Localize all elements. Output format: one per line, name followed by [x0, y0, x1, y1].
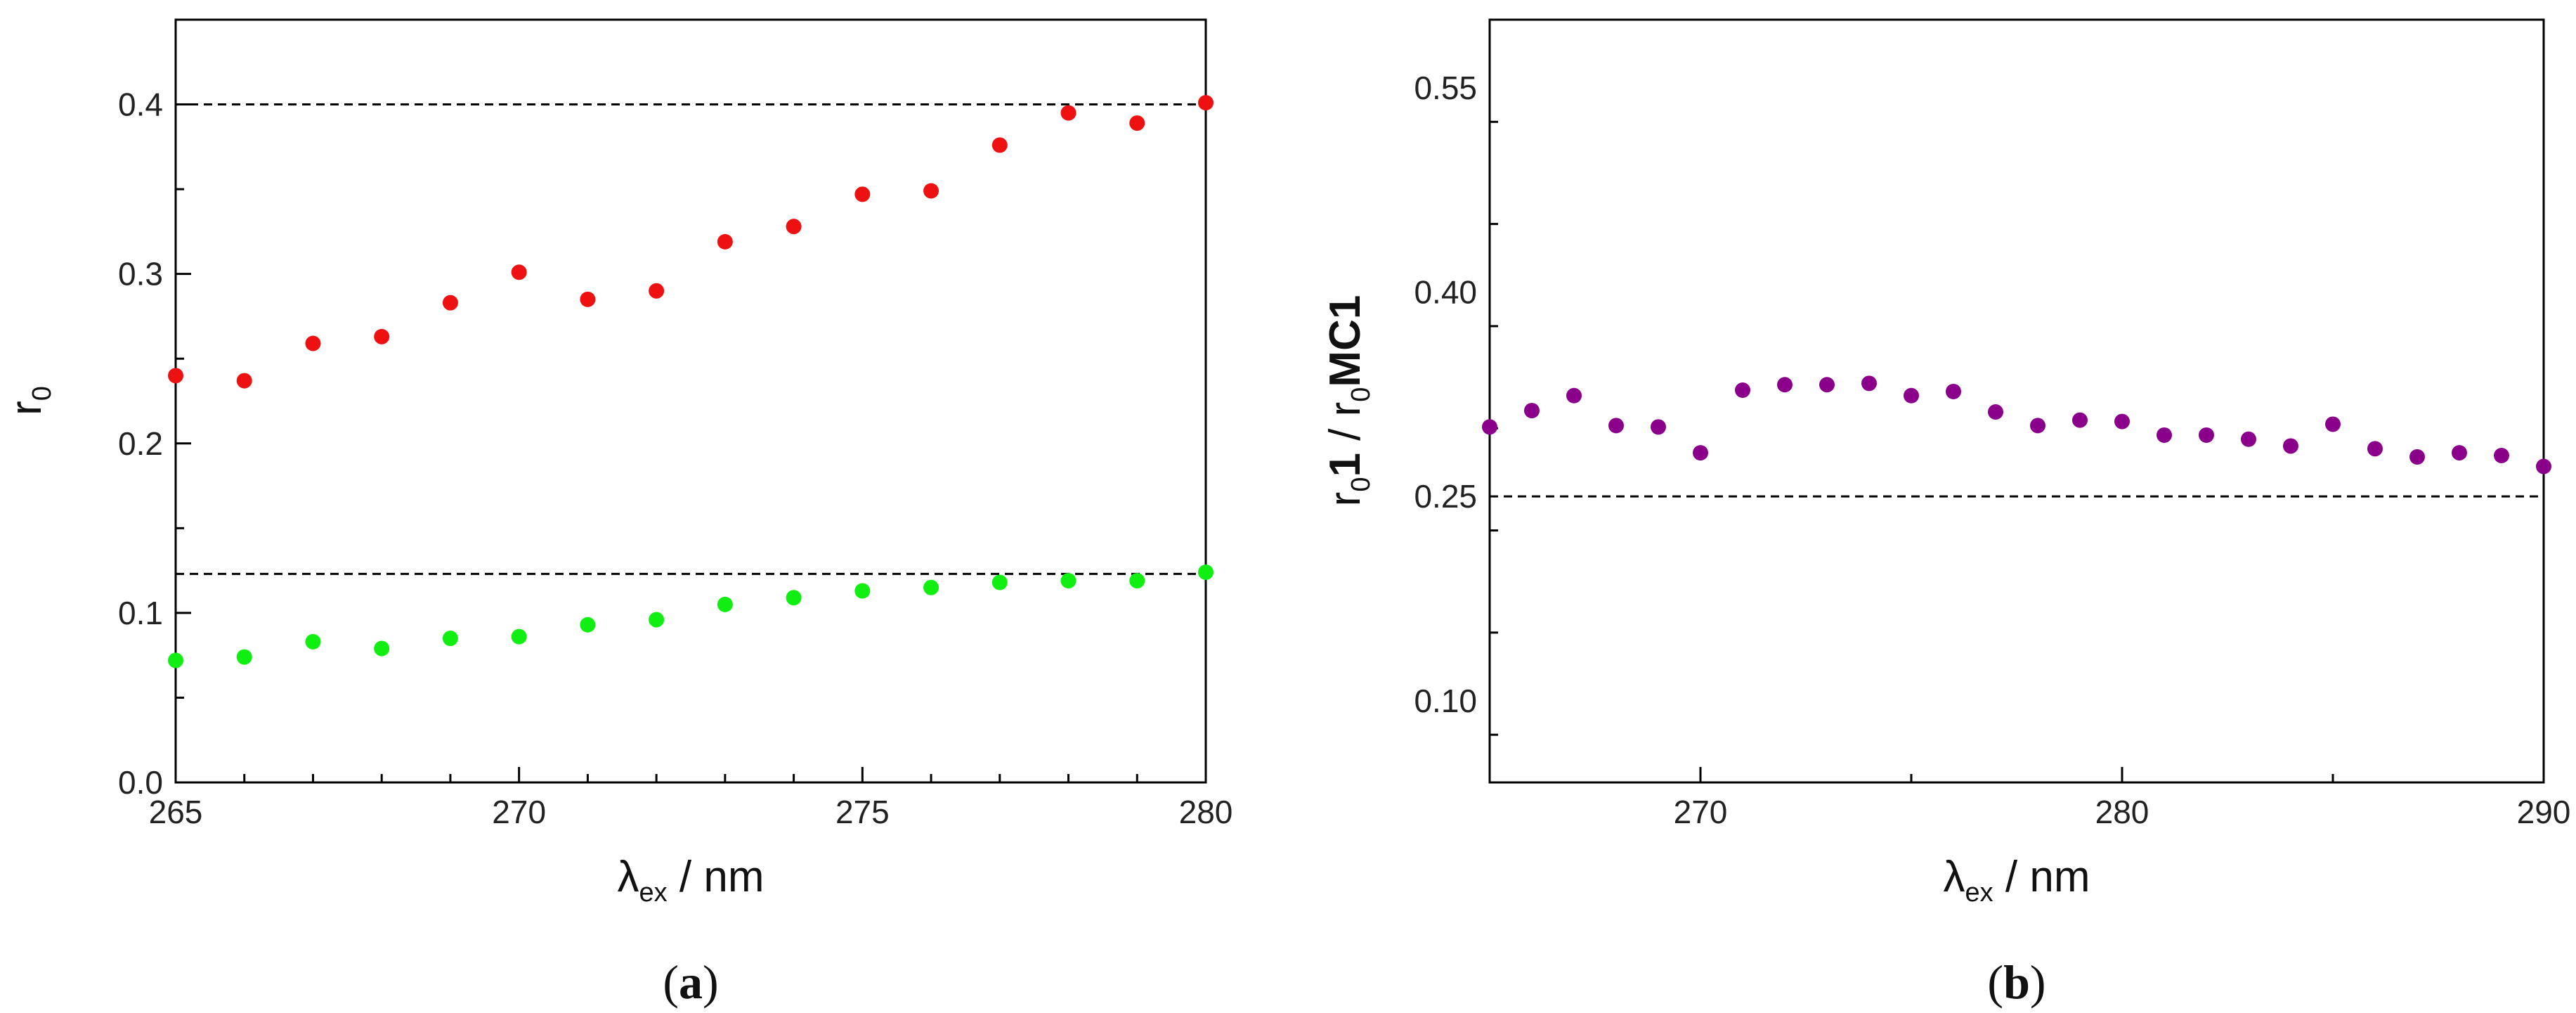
y-tick-labels-b: 0.10 0.25 0.40 0.55	[1414, 70, 1477, 719]
ticks-a	[174, 18, 1207, 784]
x-axis-title-b: λex / nm	[1944, 853, 2090, 908]
ticks-b	[1488, 18, 2545, 782]
data-point-purple-14	[2072, 412, 2088, 428]
data-point-purple-10	[1904, 387, 1919, 404]
data-point-red-4	[442, 295, 458, 311]
data-point-green-5	[511, 628, 527, 645]
data-point-purple-17	[2199, 427, 2214, 443]
data-point-green-12	[991, 574, 1008, 591]
y-tick-label-a-0: 0.0	[118, 764, 163, 801]
data-point-purple-6	[1735, 382, 1750, 398]
data-point-purple-18	[2241, 431, 2256, 447]
series-a	[168, 95, 1214, 669]
y-tick-label-a-1: 0.1	[118, 595, 163, 631]
data-point-green-0	[168, 652, 183, 669]
x-tick-labels-a: 265 270 275 280	[149, 794, 1233, 830]
x-tick-label-b-1: 280	[2095, 794, 2149, 830]
data-point-red-13	[1060, 105, 1076, 121]
data-point-green-1	[236, 649, 252, 665]
y-tick-label-a-4: 0.4	[118, 86, 163, 123]
data-point-green-8	[717, 596, 733, 612]
data-point-purple-25	[2536, 458, 2551, 475]
data-point-red-5	[511, 264, 527, 280]
data-point-purple-9	[1861, 375, 1877, 392]
y-tick-label-b-2: 0.40	[1414, 274, 1477, 311]
y-tick-label-a-2: 0.2	[118, 425, 163, 462]
data-point-red-8	[717, 233, 733, 250]
data-point-green-11	[923, 579, 939, 595]
x-tick-label-a-2: 275	[835, 794, 890, 830]
data-point-red-7	[649, 283, 665, 299]
data-point-purple-13	[2030, 418, 2045, 434]
data-point-green-13	[1060, 573, 1076, 589]
data-point-red-0	[168, 368, 183, 384]
y-tick-label-b-1: 0.25	[1414, 478, 1477, 515]
x-axis-title-a: λex / nm	[618, 853, 765, 908]
data-point-red-1	[236, 373, 252, 389]
data-point-red-2	[305, 335, 321, 351]
data-point-purple-8	[1819, 377, 1835, 393]
data-point-green-2	[305, 633, 321, 650]
data-point-red-15	[1198, 95, 1214, 111]
data-point-purple-19	[2283, 438, 2298, 454]
data-point-green-15	[1198, 564, 1214, 581]
x-tick-label-a-0: 265	[149, 794, 203, 830]
data-point-purple-5	[1693, 445, 1708, 461]
reference-lines-a	[176, 103, 1206, 575]
data-point-red-12	[991, 137, 1008, 153]
data-point-purple-1	[1524, 403, 1540, 419]
data-point-red-6	[580, 291, 596, 307]
x-tick-label-a-3: 280	[1179, 794, 1233, 830]
data-point-green-14	[1129, 573, 1145, 589]
series-b	[1482, 375, 2551, 475]
data-point-purple-3	[1608, 418, 1624, 434]
data-point-purple-2	[1566, 387, 1582, 404]
x-tick-label-b-2: 290	[2517, 794, 2571, 830]
data-point-green-7	[649, 612, 665, 628]
data-point-purple-0	[1482, 419, 1497, 435]
panel-label-a: (a)	[663, 955, 718, 1009]
data-point-purple-24	[2494, 448, 2509, 463]
y-axis-title-b: r01 / r0MC1	[1321, 295, 1376, 507]
chart-b: 270 280 290 0.10 0.25 0.40 0.55 λex / nm r01 …	[1321, 18, 2571, 1009]
data-point-red-9	[786, 219, 802, 235]
data-point-red-3	[374, 328, 390, 344]
data-point-red-11	[923, 183, 939, 199]
y-tick-label-a-3: 0.3	[118, 256, 163, 292]
chart-a: 265 270 275 280 0.0 0.1 0.2 0.3 0.4 λex / nm r0…	[2, 18, 1233, 1009]
data-point-purple-16	[2157, 427, 2172, 443]
data-point-purple-15	[2114, 413, 2130, 430]
y-tick-label-b-0: 0.10	[1414, 683, 1477, 719]
plot-frame-a	[174, 18, 1207, 784]
data-point-purple-21	[2367, 441, 2383, 457]
data-point-purple-4	[1651, 419, 1666, 435]
y-tick-label-b-3: 0.55	[1414, 70, 1477, 106]
data-point-red-14	[1129, 115, 1145, 131]
data-point-green-6	[580, 617, 596, 633]
data-point-purple-23	[2452, 445, 2467, 461]
x-tick-labels-b: 270 280 290	[1674, 794, 2571, 830]
data-point-purple-22	[2409, 449, 2425, 465]
x-tick-label-b-0: 270	[1674, 794, 1728, 830]
plot-frame-b	[1488, 18, 2545, 784]
data-point-green-9	[786, 590, 802, 606]
panel-label-b: (b)	[1987, 955, 2045, 1009]
y-tick-labels-a: 0.0 0.1 0.2 0.3 0.4	[118, 86, 163, 801]
data-point-green-4	[442, 631, 458, 647]
x-tick-label-a-1: 270	[492, 794, 546, 830]
data-point-green-3	[374, 640, 390, 657]
y-axis-title-a: r0	[2, 386, 57, 415]
data-point-purple-20	[2325, 416, 2341, 432]
data-point-red-10	[854, 186, 871, 202]
data-point-green-10	[854, 583, 871, 599]
data-point-purple-11	[1946, 383, 1961, 399]
data-point-purple-12	[1988, 404, 2003, 420]
data-point-purple-7	[1777, 377, 1793, 393]
